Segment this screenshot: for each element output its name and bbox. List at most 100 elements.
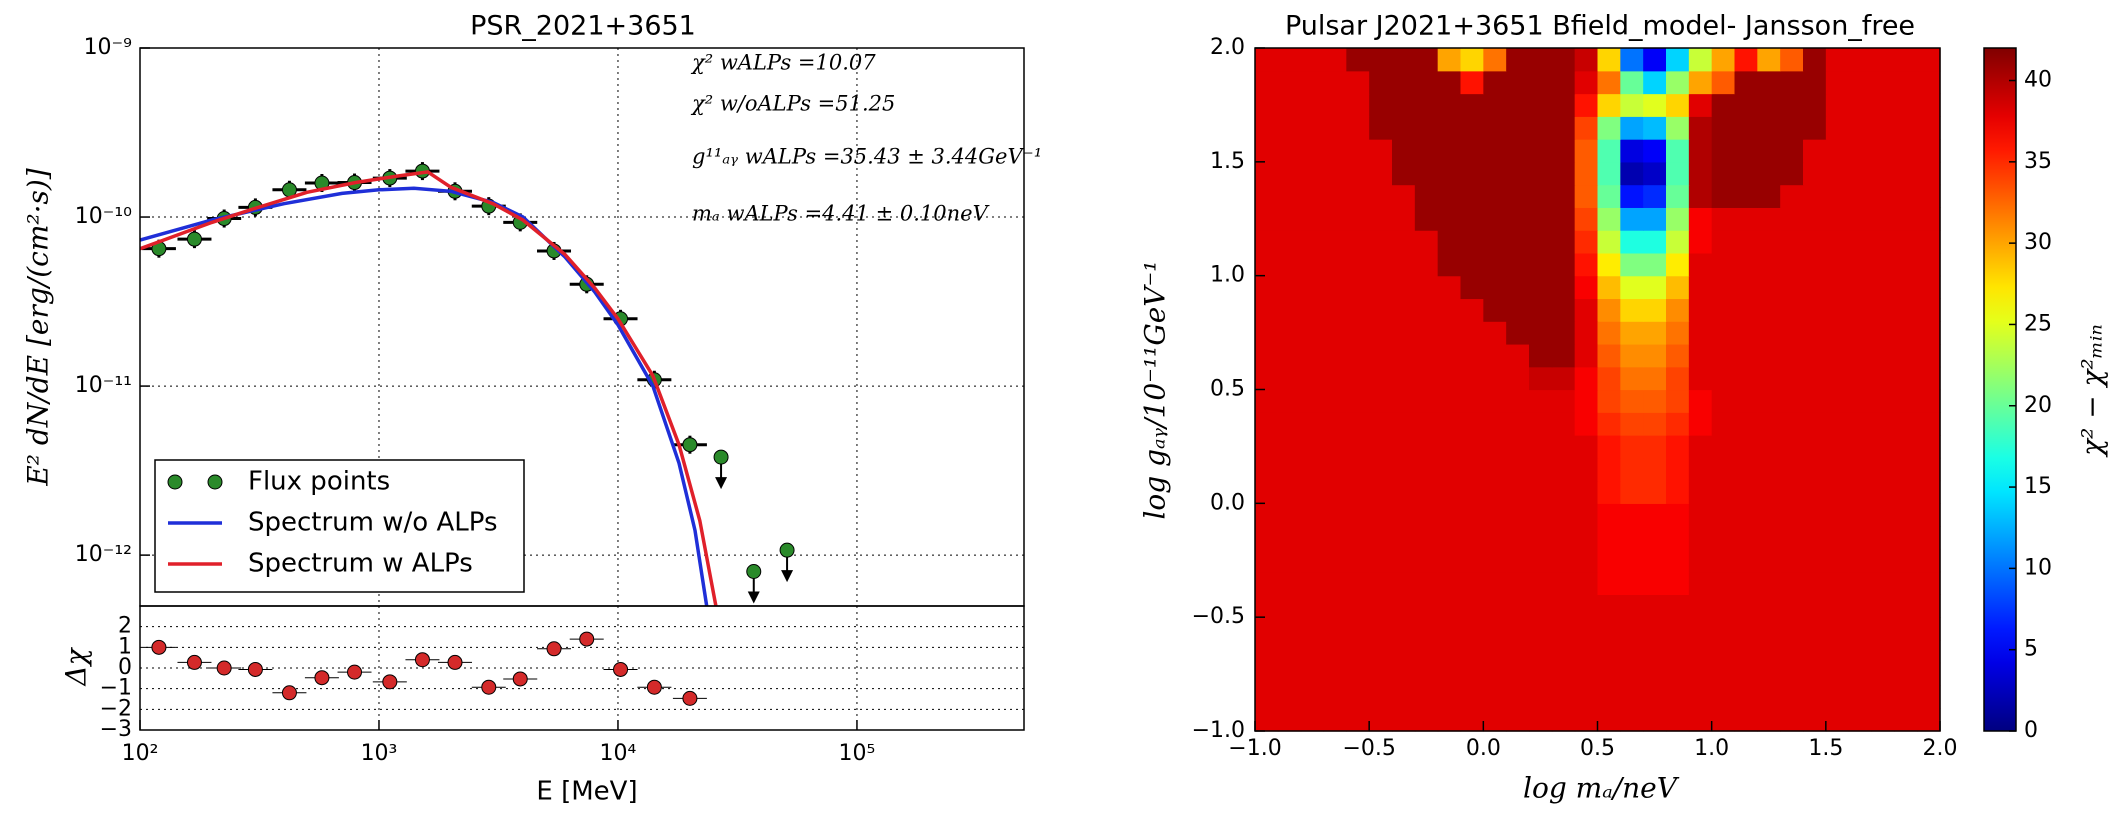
heat-cell <box>1620 321 1644 345</box>
heat-cell <box>1277 435 1302 459</box>
heat-cell <box>1483 207 1507 231</box>
heat-cell <box>1688 366 1713 391</box>
heat-cell <box>1392 617 1416 641</box>
heat-cell <box>1917 571 1941 595</box>
heat-cell <box>1825 526 1850 550</box>
heat-cell <box>1780 321 1804 345</box>
heat-cell <box>1346 435 1370 459</box>
heat-cell <box>1711 70 1736 95</box>
heat-cell <box>1848 617 1873 641</box>
heat-cell <box>1711 480 1736 504</box>
marker <box>682 690 698 706</box>
residual-point <box>238 661 273 677</box>
heat-cell <box>1255 708 1279 732</box>
heat-cell <box>1597 617 1621 641</box>
heat-cell <box>1414 184 1439 208</box>
heat-cell <box>1711 548 1736 573</box>
heat-cell <box>1551 366 1576 391</box>
heat-cell <box>1392 662 1416 687</box>
heat-cell <box>1848 480 1873 504</box>
y-axis-label: E² dN/dE [erg/(cm²·s)] <box>22 168 55 486</box>
heat-cell <box>1666 366 1690 391</box>
heat-cell <box>1757 93 1781 117</box>
heat-cell <box>1460 298 1484 322</box>
heat-cell <box>1848 161 1873 186</box>
heat-cell <box>1300 184 1325 208</box>
heat-cell <box>1666 526 1690 550</box>
marker <box>216 660 232 676</box>
heat-cell <box>1392 457 1416 482</box>
heat-cell <box>1460 343 1484 368</box>
heat-cell <box>1711 617 1736 641</box>
heat-cell <box>1688 139 1713 163</box>
residual-point <box>637 679 672 695</box>
heat-cell <box>1917 526 1941 550</box>
heat-cell <box>1848 275 1873 300</box>
heat-cell <box>1574 161 1599 186</box>
heat-cell <box>1711 571 1736 595</box>
heat-cell <box>1506 321 1530 345</box>
heat-cell <box>1871 184 1895 208</box>
heat-cell <box>1551 480 1576 504</box>
heat-cell <box>1894 230 1918 254</box>
heat-cell <box>1574 548 1599 573</box>
heat-cell <box>1757 594 1781 618</box>
heat-cell <box>1506 639 1530 664</box>
plot-area <box>140 162 718 606</box>
heat-cell <box>1825 139 1850 163</box>
heat-cell <box>1300 457 1325 482</box>
heat-cell <box>1369 389 1393 413</box>
heat-cell <box>1414 366 1439 391</box>
residual-point <box>503 671 538 687</box>
heat-cell <box>1643 298 1667 322</box>
heat-cell <box>1643 685 1667 709</box>
heat-cell <box>1597 480 1621 504</box>
heat-cell <box>1780 526 1804 550</box>
heat-cell <box>1780 639 1804 664</box>
heat-cell <box>1871 93 1895 117</box>
legend-label: Flux points <box>248 467 390 497</box>
heat-cell <box>1917 116 1941 140</box>
heat-cell <box>1277 139 1302 163</box>
heat-cell <box>1780 548 1804 573</box>
heat-cell <box>1848 366 1873 391</box>
heat-cell <box>1780 685 1804 709</box>
heat-cell <box>1780 161 1804 186</box>
heat-cell <box>1255 639 1279 664</box>
heat-cell <box>1620 685 1644 709</box>
heat-cell <box>1574 184 1599 208</box>
heat-cell <box>1780 594 1804 618</box>
heat-cell <box>1620 503 1644 527</box>
heat-cell <box>1688 708 1713 732</box>
heat-cell <box>1529 161 1553 186</box>
heat-cell <box>1574 617 1599 641</box>
heat-cell <box>1277 594 1302 618</box>
marker <box>281 685 297 701</box>
heat-cell <box>1711 93 1736 117</box>
heat-cell <box>1848 389 1873 413</box>
heat-cell <box>1894 207 1918 231</box>
heat-cell <box>1894 412 1918 436</box>
heat-cell <box>1277 343 1302 368</box>
heat-cell <box>1757 298 1781 322</box>
heat-cell <box>1666 685 1690 709</box>
heat-cell <box>1323 343 1347 368</box>
heat-cell <box>1483 275 1507 300</box>
heat-cell <box>1255 548 1279 573</box>
heat-cell <box>1757 685 1781 709</box>
residual-point <box>437 654 472 670</box>
heat-cell <box>1483 161 1507 186</box>
heat-cell <box>1620 389 1644 413</box>
heat-cell <box>1643 48 1667 72</box>
heat-cell <box>1871 321 1895 345</box>
heat-cell <box>1346 571 1370 595</box>
heat-cell <box>1666 343 1690 368</box>
heat-cell <box>1483 48 1507 72</box>
heat-cell <box>1894 480 1918 504</box>
y-tick-label: −0.5 <box>1192 604 1245 629</box>
heat-cell <box>1688 343 1713 368</box>
heat-cell <box>1894 617 1918 641</box>
heat-cell <box>1255 48 1279 72</box>
heat-cell <box>1323 116 1347 140</box>
heat-cell <box>1666 708 1690 732</box>
